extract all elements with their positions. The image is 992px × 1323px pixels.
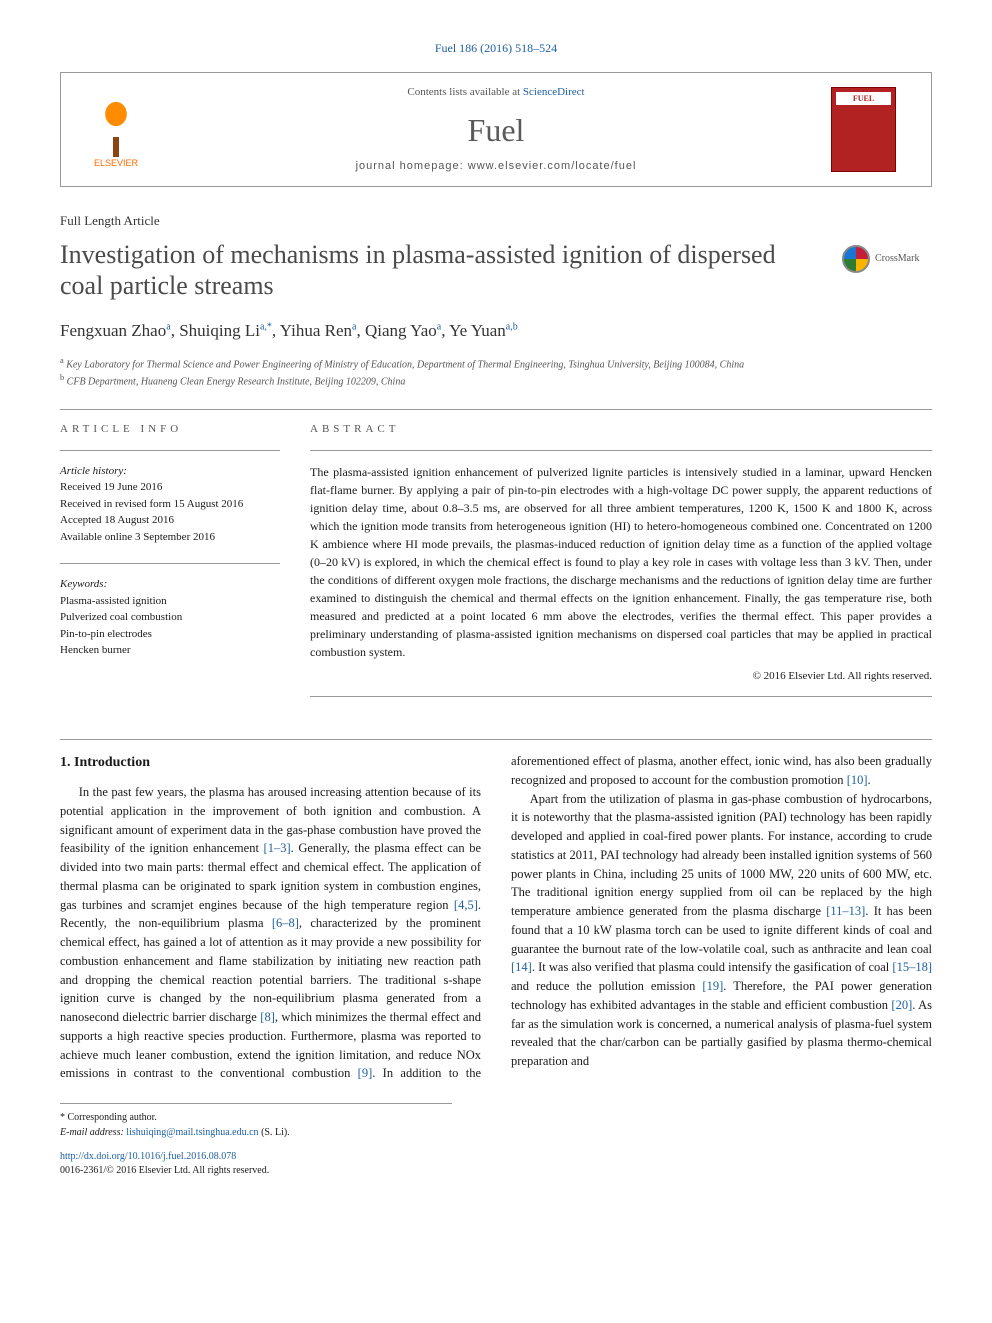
homepage-url[interactable]: www.elsevier.com/locate/fuel xyxy=(468,160,637,172)
divider xyxy=(60,409,932,410)
doi-block: http://dx.doi.org/10.1016/j.fuel.2016.08… xyxy=(60,1150,932,1178)
cover-title: FUEL xyxy=(836,92,891,105)
affiliations: a Key Laboratory for Thermal Science and… xyxy=(60,355,932,390)
ref-link[interactable]: [9] xyxy=(358,1066,373,1080)
text: , characterized by the prominent chemica… xyxy=(60,916,481,1024)
keyword: Hencken burner xyxy=(60,642,280,659)
email-name: (S. Li). xyxy=(259,1127,290,1138)
email-label: E-mail address: xyxy=(60,1127,126,1138)
article-type: Full Length Article xyxy=(60,212,932,230)
affiliation-a: Key Laboratory for Thermal Science and P… xyxy=(66,359,744,370)
citation: Fuel 186 (2016) 518–524 xyxy=(60,40,932,57)
journal-name: Fuel xyxy=(161,108,831,153)
text: . It was also verified that plasma could… xyxy=(532,960,893,974)
divider xyxy=(60,450,280,451)
history-received: Received 19 June 2016 xyxy=(60,479,280,496)
history-label: Article history: xyxy=(60,463,280,480)
corresponding-footer: * Corresponding author. E-mail address: … xyxy=(60,1103,452,1140)
keyword: Plasma-assisted ignition xyxy=(60,593,280,610)
email-link[interactable]: lishuiqing@mail.tsinghua.edu.cn xyxy=(126,1127,258,1138)
text: Apart from the utilization of plasma in … xyxy=(511,792,932,919)
text: and reduce the pollution emission xyxy=(511,979,702,993)
doi-link[interactable]: http://dx.doi.org/10.1016/j.fuel.2016.08… xyxy=(60,1151,236,1162)
corresponding-author: * Corresponding author. xyxy=(60,1110,452,1125)
ref-link[interactable]: [1–3] xyxy=(264,841,291,855)
intro-p2: Apart from the utilization of plasma in … xyxy=(511,790,932,1071)
history-online: Available online 3 September 2016 xyxy=(60,529,280,546)
ref-link[interactable]: [14] xyxy=(511,960,532,974)
ref-link[interactable]: [8] xyxy=(260,1010,275,1024)
homepage-line: journal homepage: www.elsevier.com/locat… xyxy=(161,159,831,174)
intro-heading: 1. Introduction xyxy=(60,752,481,773)
abstract-heading: abstract xyxy=(310,422,932,437)
affiliation-b: CFB Department, Huaneng Clean Energy Res… xyxy=(67,376,406,387)
ref-link[interactable]: [6–8] xyxy=(272,916,299,930)
issn-line: 0016-2361/© 2016 Elsevier Ltd. All right… xyxy=(60,1165,269,1176)
ref-link[interactable]: [11–13] xyxy=(826,904,865,918)
article-info-heading: article info xyxy=(60,422,280,437)
homepage-label: journal homepage: xyxy=(356,160,468,172)
keyword: Pin-to-pin electrodes xyxy=(60,626,280,643)
ref-link[interactable]: [19] xyxy=(702,979,723,993)
ref-link[interactable]: [20] xyxy=(891,998,912,1012)
elsevier-tree-icon xyxy=(91,102,141,157)
article-title: Investigation of mechanisms in plasma-as… xyxy=(60,239,822,301)
history-accepted: Accepted 18 August 2016 xyxy=(60,512,280,529)
contents-prefix: Contents lists available at xyxy=(407,86,522,98)
crossmark-badge[interactable]: CrossMark xyxy=(842,245,932,273)
ref-link[interactable]: [10] xyxy=(847,773,868,787)
journal-header: ELSEVIER Contents lists available at Sci… xyxy=(60,72,932,188)
crossmark-icon xyxy=(842,245,870,273)
divider xyxy=(60,563,280,564)
authors: Fengxuan Zhaoa, Shuiqing Lia,*, Yihua Re… xyxy=(60,319,932,343)
abstract-copyright: © 2016 Elsevier Ltd. All rights reserved… xyxy=(310,669,932,684)
elsevier-logo: ELSEVIER xyxy=(81,90,151,170)
journal-cover-icon: FUEL xyxy=(831,87,896,172)
ref-link[interactable]: [15–18] xyxy=(892,960,932,974)
keyword: Pulverized coal combustion xyxy=(60,609,280,626)
divider xyxy=(310,450,932,451)
sciencedirect-link[interactable]: ScienceDirect xyxy=(523,86,585,98)
body-text: 1. Introduction In the past few years, t… xyxy=(60,752,932,1083)
ref-link[interactable]: [4,5] xyxy=(454,898,478,912)
keywords-label: Keywords: xyxy=(60,576,280,593)
divider xyxy=(310,696,932,697)
crossmark-label: CrossMark xyxy=(875,252,919,266)
contents-line: Contents lists available at ScienceDirec… xyxy=(161,85,831,100)
divider xyxy=(60,739,932,740)
publisher-name: ELSEVIER xyxy=(94,157,138,170)
history-revised: Received in revised form 15 August 2016 xyxy=(60,496,280,513)
abstract-text: The plasma-assisted ignition enhancement… xyxy=(310,463,932,661)
text: . xyxy=(868,773,871,787)
